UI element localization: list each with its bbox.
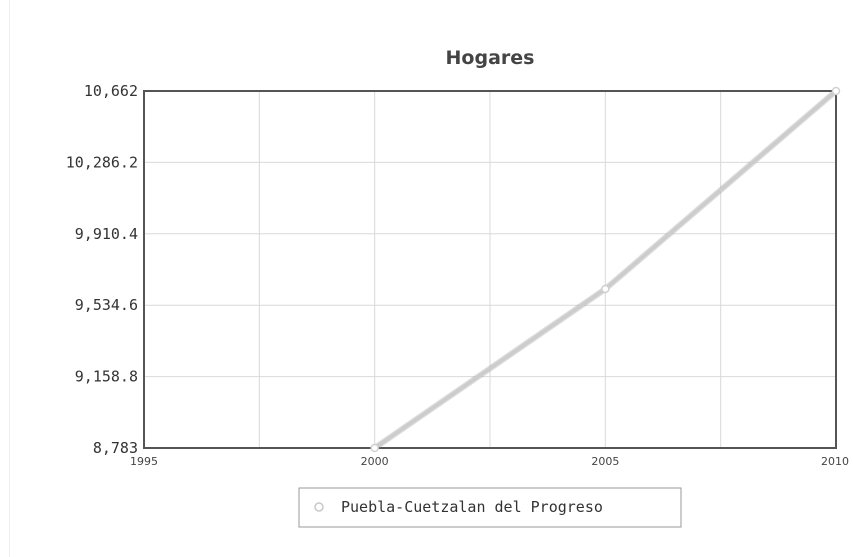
y-axis: 8,783 9,158.8 9,534.6 9,910.4 10,286.2 10,662 [66,82,138,457]
legend-label: Puebla-Cuetzalan del Progreso [341,498,603,516]
x-axis: 1995 2000 2005 2010 [130,455,849,468]
page-left-border [9,0,10,557]
data-point[interactable] [831,86,841,96]
y-tick-label: 8,783 [93,439,138,457]
x-tick-label: 1995 [130,455,158,468]
y-tick-label: 9,910.4 [75,225,138,243]
x-tick-label: 2010 [821,455,849,468]
legend-marker-icon [314,502,324,512]
chart-title: Hogares [446,47,535,69]
series-layer [370,86,841,453]
x-tick-label: 2005 [591,455,619,468]
data-point[interactable] [370,443,379,453]
y-tick-label: 10,662 [84,82,138,100]
x-tick-label: 2000 [361,455,389,468]
data-point[interactable] [601,284,610,294]
y-tick-label: 9,158.8 [75,368,138,386]
y-tick-label: 10,286.2 [66,153,138,171]
y-tick-label: 9,534.6 [75,296,138,314]
plot-frame [143,90,837,449]
legend-box [298,487,682,528]
legend[interactable]: Puebla-Cuetzalan del Progreso [298,487,682,528]
grid-lines [144,91,836,448]
